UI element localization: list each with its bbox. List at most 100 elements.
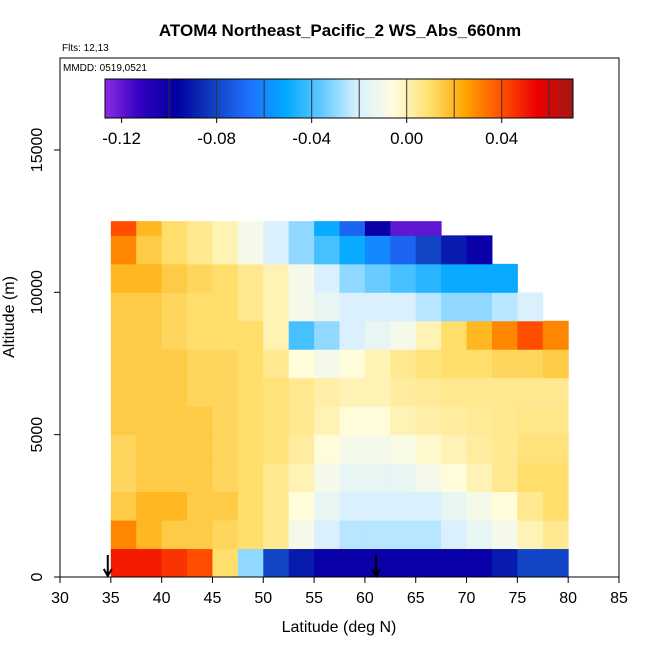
cell <box>364 377 391 407</box>
cell <box>441 491 468 521</box>
cell <box>339 463 366 493</box>
cell <box>161 221 188 236</box>
cell <box>466 406 493 436</box>
x-axis-label: Latitude (deg N) <box>282 619 397 636</box>
cell <box>110 263 137 293</box>
y-tick-label: 0 <box>29 572 46 581</box>
cell <box>161 292 188 322</box>
cell <box>136 463 163 493</box>
cell <box>517 520 544 550</box>
cell <box>364 491 391 521</box>
cell <box>517 463 544 493</box>
cell <box>491 263 518 293</box>
cell <box>415 434 442 464</box>
y-tick-label: 15000 <box>29 128 46 173</box>
cell <box>187 463 213 493</box>
cell <box>314 491 340 521</box>
cell <box>441 235 468 265</box>
cell <box>314 235 340 265</box>
cell <box>314 292 340 322</box>
cell <box>491 406 518 436</box>
y-tick-label: 5000 <box>29 417 46 453</box>
cell <box>339 221 366 236</box>
cell <box>161 434 188 464</box>
y-tick-label: 10000 <box>29 270 46 315</box>
cell <box>110 235 137 265</box>
cell <box>187 263 213 293</box>
cell <box>415 292 442 322</box>
cell <box>441 320 468 350</box>
cell <box>390 548 417 578</box>
cell <box>237 406 264 436</box>
cell <box>364 263 391 293</box>
cell <box>110 349 137 379</box>
cell <box>161 491 188 521</box>
flights-note: Flts: 12,13 <box>62 43 109 54</box>
cell <box>110 434 137 464</box>
cell <box>441 520 468 550</box>
x-tick-label: 80 <box>559 590 577 607</box>
cell <box>187 548 213 578</box>
cell <box>212 406 239 436</box>
cell <box>263 548 290 578</box>
cell <box>237 377 264 407</box>
cell <box>415 377 442 407</box>
cell <box>517 491 544 521</box>
cell <box>288 548 315 578</box>
cell <box>517 406 544 436</box>
cell <box>390 463 417 493</box>
cell <box>491 548 518 578</box>
arrow <box>102 555 113 579</box>
cell <box>339 320 366 350</box>
cell <box>288 292 315 322</box>
cell <box>263 520 290 550</box>
cell <box>491 434 518 464</box>
cell <box>237 235 264 265</box>
cell <box>263 349 290 379</box>
x-tick-label: 45 <box>204 590 222 607</box>
cell <box>542 377 569 407</box>
cell <box>263 221 290 236</box>
cell <box>288 520 315 550</box>
cell <box>415 463 442 493</box>
cell <box>161 406 188 436</box>
colorbar-tick-label: -0.04 <box>292 129 331 148</box>
cell <box>187 377 213 407</box>
cell <box>466 463 493 493</box>
cell <box>212 491 239 521</box>
cell <box>263 320 290 350</box>
cell <box>161 548 188 578</box>
cell <box>212 292 239 322</box>
cell <box>288 263 315 293</box>
cell <box>136 491 163 521</box>
arrow <box>371 555 381 579</box>
colorbar-tick-label: -0.12 <box>102 129 141 148</box>
cell <box>263 406 290 436</box>
x-tick-label: 60 <box>356 590 374 607</box>
cell <box>288 349 315 379</box>
cell <box>415 263 442 293</box>
cell <box>491 463 518 493</box>
cell <box>314 548 340 578</box>
cell <box>491 349 518 379</box>
cell <box>212 349 239 379</box>
cell <box>288 221 315 236</box>
cell <box>364 320 391 350</box>
cell <box>364 406 391 436</box>
cell <box>288 491 315 521</box>
cell <box>542 434 569 464</box>
cell <box>288 320 315 350</box>
cell <box>136 263 163 293</box>
cell <box>542 548 569 578</box>
cell <box>466 320 493 350</box>
cell <box>110 406 137 436</box>
cell <box>212 235 239 265</box>
cell <box>237 349 264 379</box>
date-note: MMDD: 0519,0521 <box>63 63 147 74</box>
cell <box>364 292 391 322</box>
cell <box>136 320 163 350</box>
cell <box>237 320 264 350</box>
cell <box>263 491 290 521</box>
cell <box>110 320 137 350</box>
cell <box>491 520 518 550</box>
